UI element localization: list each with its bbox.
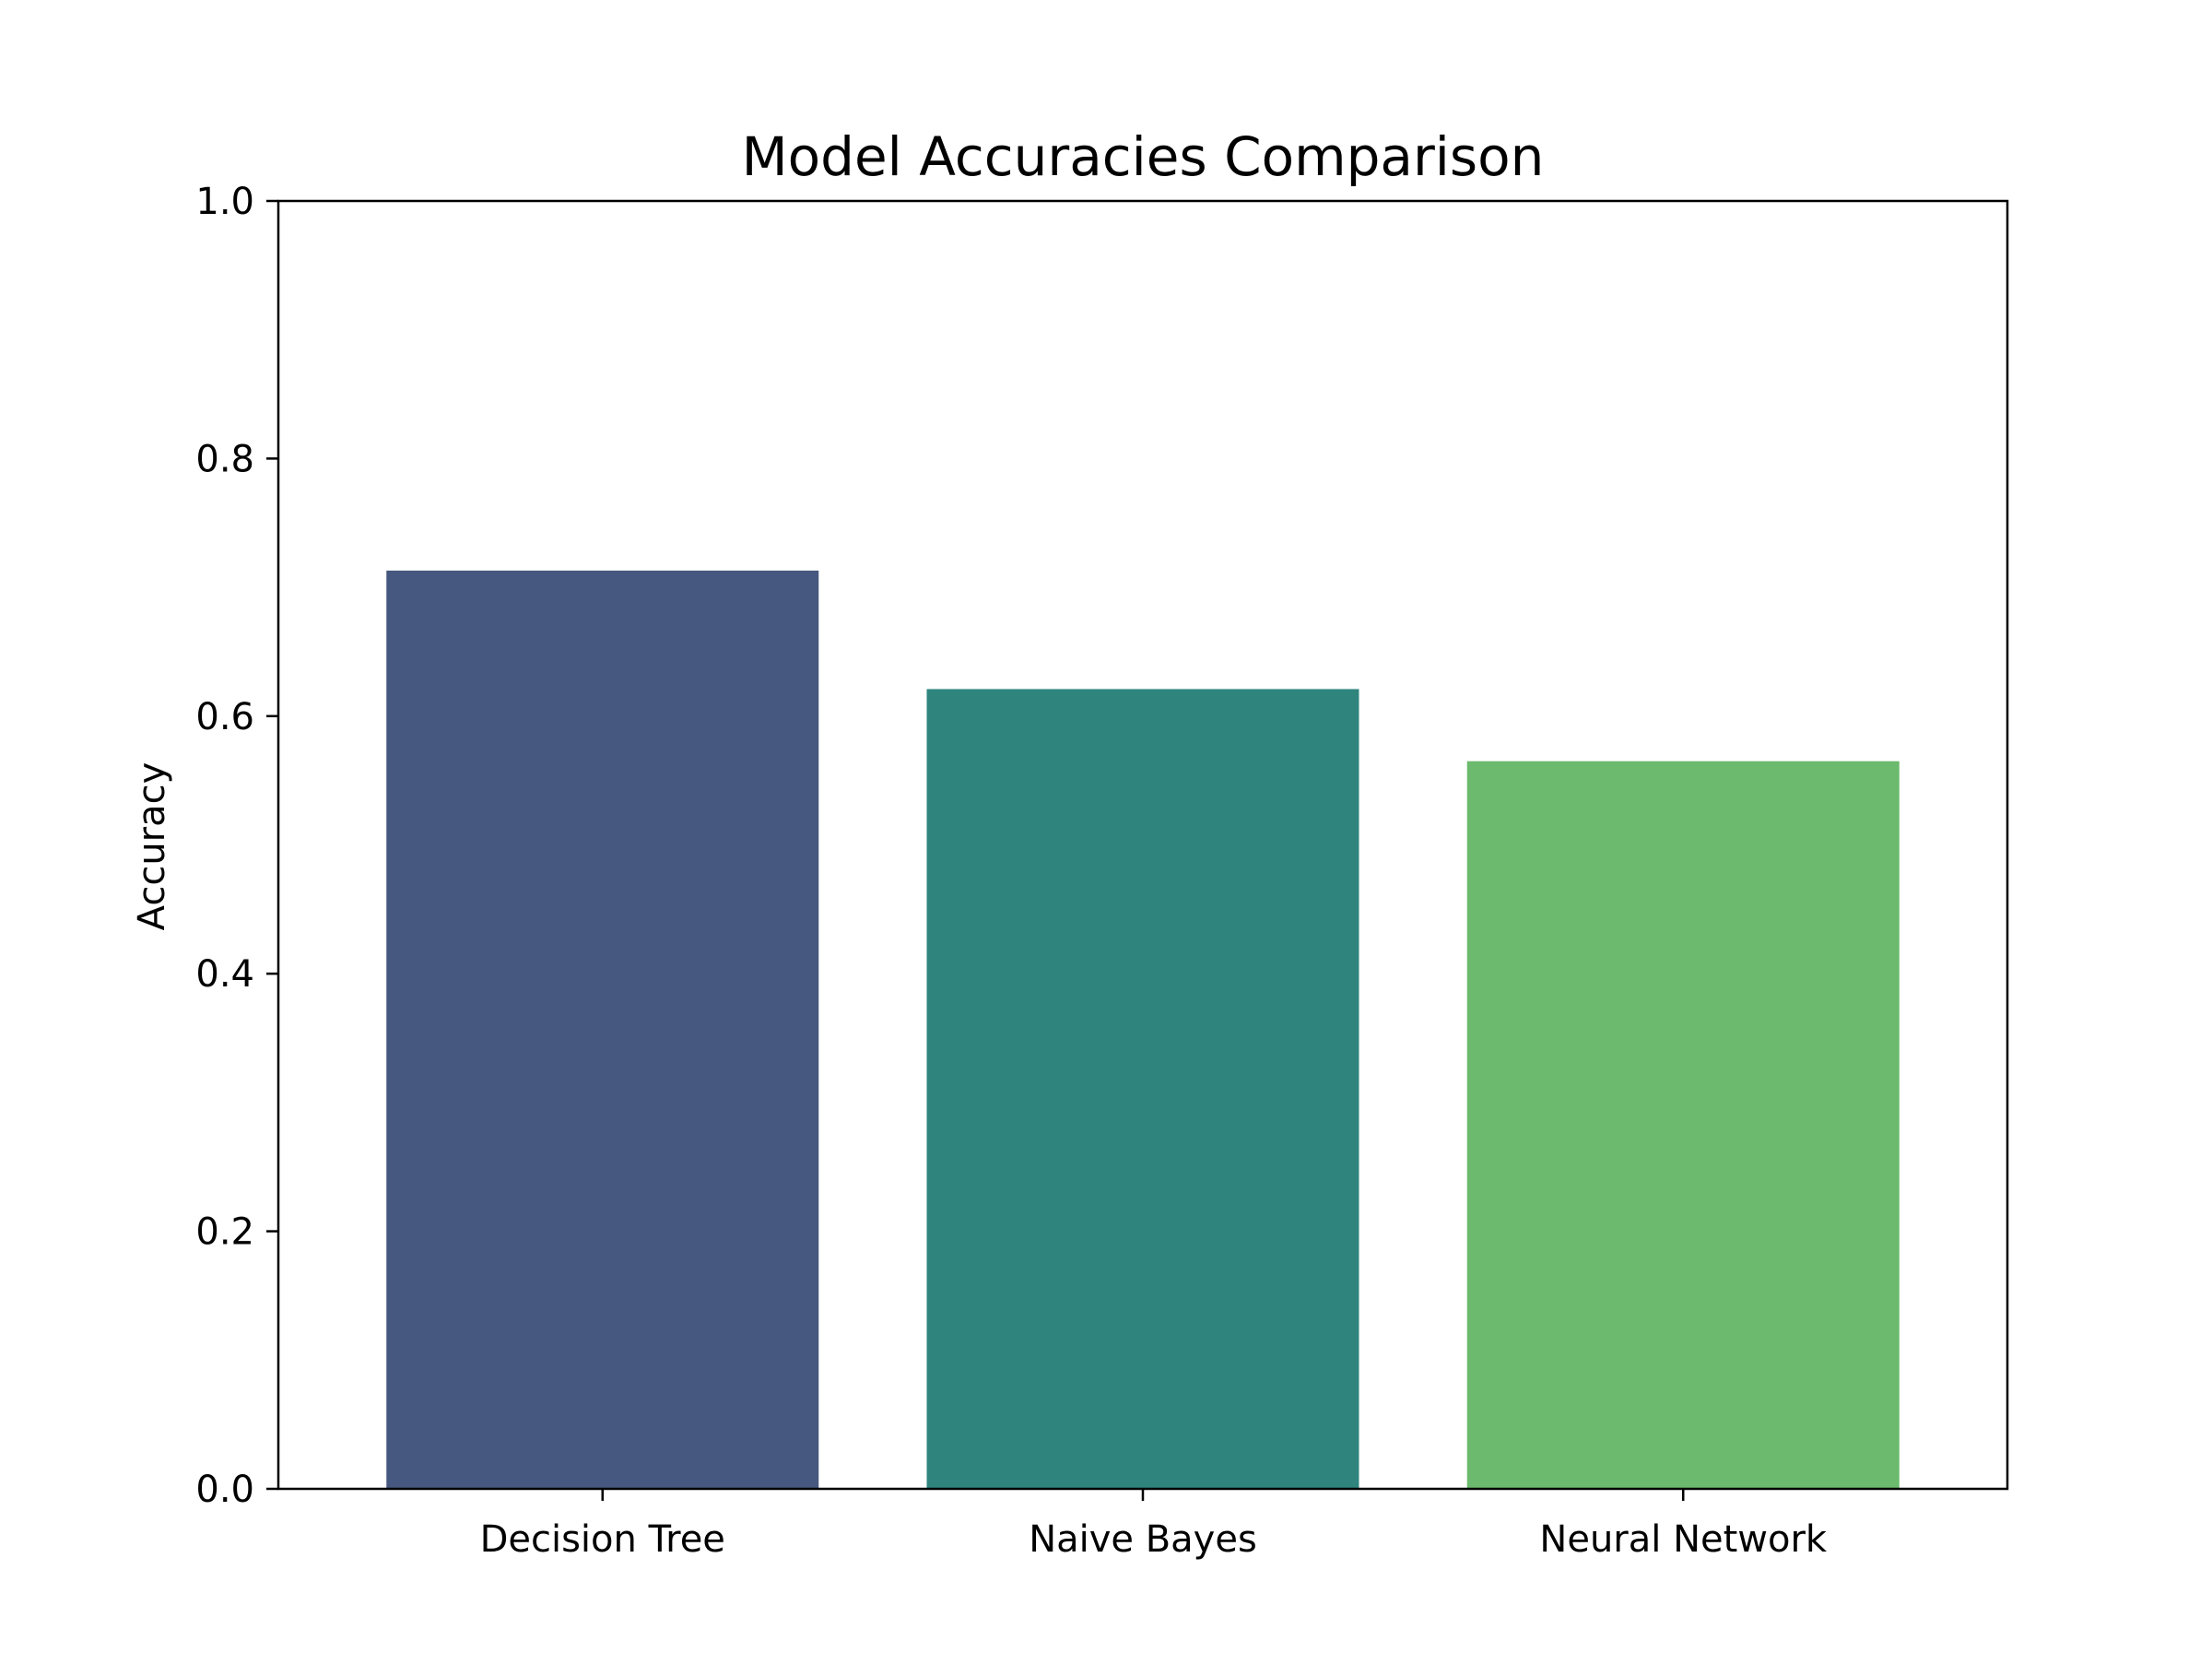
x-tick-label: Naive Bayes <box>1029 1518 1257 1561</box>
y-tick-label: 1.0 <box>195 181 254 223</box>
y-tick-label: 0.2 <box>195 1211 254 1254</box>
bar-neural-network <box>1466 761 1900 1489</box>
y-tick-label: 0.6 <box>195 696 254 738</box>
y-axis-label: Accuracy <box>131 762 173 931</box>
bar-decision-tree <box>386 570 819 1489</box>
bar-naive-bayes <box>926 689 1359 1489</box>
ticks-layer: 0.0 0.2 0.4 0.6 0.8 1.0 Decision Tree Naive Bay… <box>195 181 1828 1561</box>
y-tick-label: 0.0 <box>195 1469 254 1511</box>
x-tick-label: Decision Tree <box>480 1518 725 1561</box>
bars-layer <box>386 570 1900 1489</box>
y-tick-label: 0.8 <box>195 438 254 480</box>
chart-title: Model Accuracies Comparison <box>742 125 1545 188</box>
x-tick-label: Neural Network <box>1539 1518 1828 1561</box>
y-tick-label: 0.4 <box>195 953 254 996</box>
